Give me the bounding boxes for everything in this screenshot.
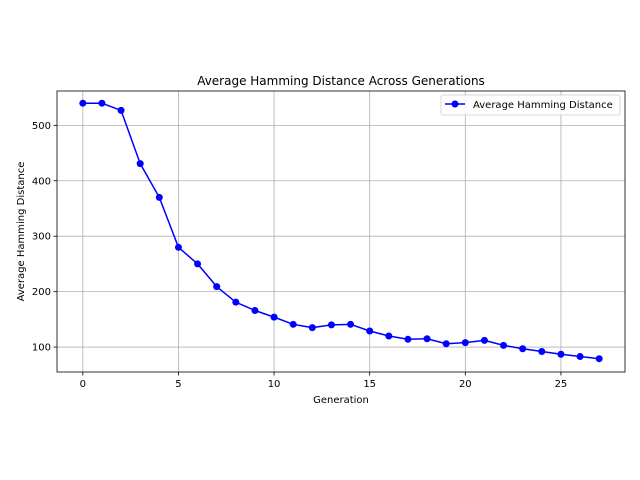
data-point	[557, 350, 565, 358]
y-tick-label: 100	[32, 343, 51, 354]
data-point	[442, 340, 450, 348]
grid	[57, 91, 625, 372]
x-tick-label: 10	[268, 379, 281, 390]
data-point	[327, 321, 335, 329]
data-point	[232, 298, 240, 306]
x-tick-label: 20	[459, 379, 472, 390]
data-point	[519, 345, 527, 353]
data-point	[213, 283, 221, 291]
data-point	[500, 341, 508, 349]
chart-title: Average Hamming Distance Across Generati…	[197, 74, 485, 88]
y-tick-label: 500	[32, 121, 51, 132]
data-point	[461, 339, 469, 347]
legend-entry-label: Average Hamming Distance	[473, 100, 613, 111]
data-point	[538, 347, 546, 355]
legend: Average Hamming Distance	[440, 94, 621, 116]
data-point	[385, 332, 393, 340]
series-layer	[79, 99, 603, 363]
x-tick-label: 15	[363, 379, 376, 390]
data-point	[79, 99, 87, 107]
y-tick-label: 400	[32, 176, 51, 187]
data-point	[270, 313, 278, 321]
data-point	[366, 327, 374, 335]
plot-area-frame	[56, 90, 626, 373]
legend-box	[440, 94, 621, 116]
data-point	[480, 336, 488, 344]
data-point	[136, 160, 144, 168]
data-point	[595, 355, 603, 363]
data-point	[194, 260, 202, 268]
x-tick-label: 25	[555, 379, 568, 390]
ticks: 0 5 10 15 20 25 100 200 300 400 500	[32, 121, 567, 390]
y-tick-label: 300	[32, 232, 51, 243]
data-point	[576, 352, 584, 360]
data-point	[251, 306, 259, 314]
data-point	[404, 335, 412, 343]
data-point	[347, 320, 355, 328]
data-point	[289, 320, 297, 328]
data-point	[117, 106, 125, 114]
x-tick-label: 5	[175, 379, 181, 390]
y-tick-label: 200	[32, 287, 51, 298]
data-point	[155, 193, 163, 201]
series-line	[82, 102, 600, 360]
data-point	[308, 324, 316, 332]
y-axis-label: Average Hamming Distance	[16, 162, 27, 302]
legend-marker-swatch	[451, 100, 459, 108]
data-point	[98, 99, 106, 107]
x-tick-label: 0	[80, 379, 86, 390]
data-point	[423, 335, 431, 343]
data-point	[174, 243, 182, 251]
x-axis-label: Generation	[313, 395, 369, 406]
